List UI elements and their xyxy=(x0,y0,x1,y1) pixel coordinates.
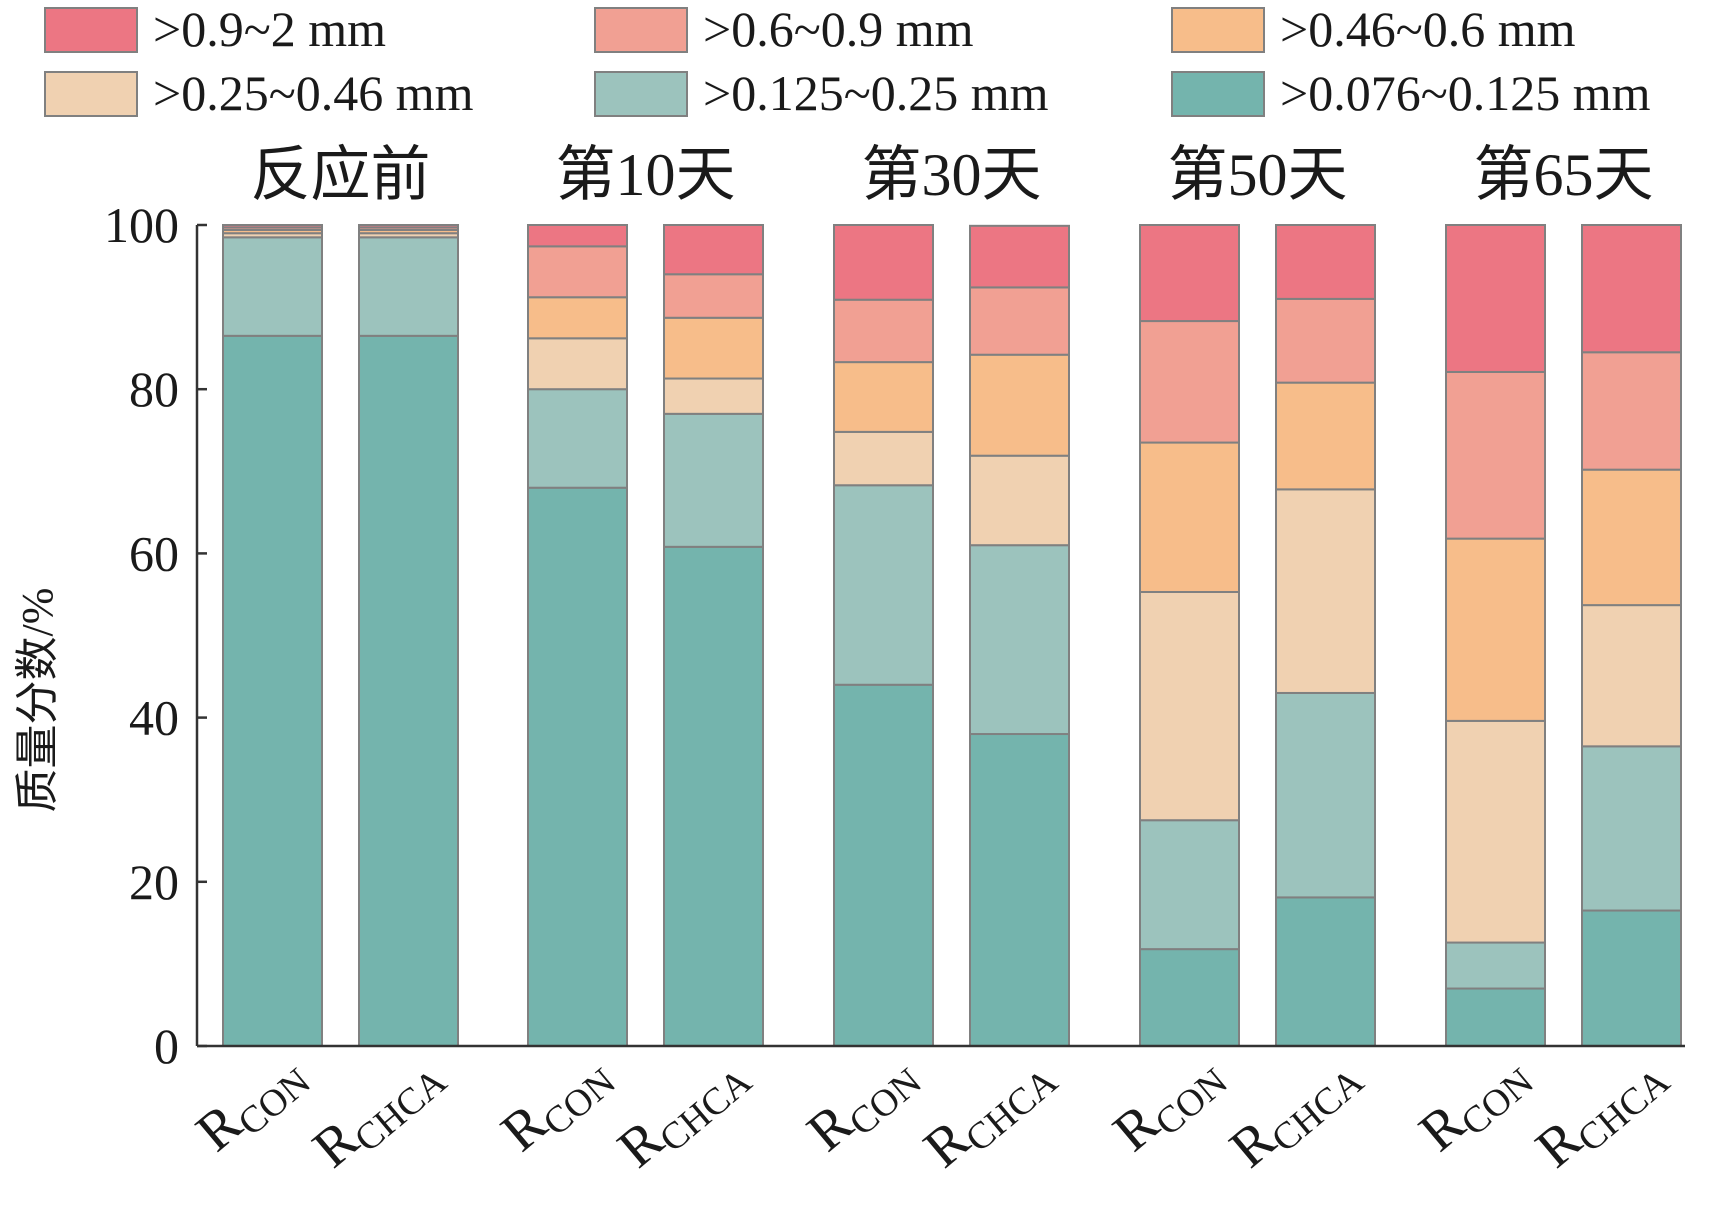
bar-segment xyxy=(833,484,934,686)
bar-segment xyxy=(1275,691,1376,899)
bar-segment xyxy=(833,361,934,433)
axes: 0 20 40 60 80 100 xyxy=(104,197,1685,1074)
legend-swatch xyxy=(1171,71,1265,117)
bar-segment xyxy=(969,224,1070,289)
group-label: 第50天 xyxy=(1168,142,1348,208)
bar-segment xyxy=(1445,941,1546,990)
bar-segment xyxy=(1445,987,1546,1048)
legend-swatch xyxy=(44,7,138,53)
legend-swatch xyxy=(44,71,138,117)
y-axis-label: 质量分数/% xyxy=(13,588,62,813)
bar-segment xyxy=(1139,441,1240,593)
bar-segment xyxy=(222,224,323,229)
legend-label: >0.9~2 mm xyxy=(153,1,386,57)
x-tick-label: RCON xyxy=(796,1040,930,1168)
bar-segment xyxy=(969,353,1070,457)
legend-swatch xyxy=(594,7,688,53)
bar-segment xyxy=(527,296,628,340)
bar-segment xyxy=(1445,224,1546,373)
bar-segment xyxy=(1275,297,1376,384)
bar-segment xyxy=(663,224,764,276)
x-tick-label: RCON xyxy=(1102,1040,1236,1168)
x-tick-label: RCHCA xyxy=(607,1040,761,1184)
bar-segment xyxy=(1139,224,1240,323)
bar-segment xyxy=(833,683,934,1047)
x-tick-label: RCON xyxy=(490,1040,624,1168)
x-tick-label: RCON xyxy=(1408,1040,1542,1168)
bar-segment xyxy=(1445,537,1546,722)
bar-segment xyxy=(358,224,459,229)
legend-label: >0.25~0.46 mm xyxy=(153,65,474,121)
bar-segment xyxy=(833,430,934,487)
bar-segment xyxy=(1139,320,1240,444)
y-tick-label: 20 xyxy=(129,854,179,910)
bar-segment xyxy=(1581,224,1682,354)
group-label: 第10天 xyxy=(556,142,736,208)
bar-segment xyxy=(1139,819,1240,951)
bar-segment xyxy=(1445,719,1546,944)
y-tick-label: 80 xyxy=(129,361,179,417)
bar-segment xyxy=(663,545,764,1047)
bar-segment xyxy=(1581,468,1682,607)
y-tick-label: 100 xyxy=(104,197,179,253)
bar-segment xyxy=(1139,948,1240,1048)
bar-segment xyxy=(1581,745,1682,912)
bar-segment xyxy=(969,286,1070,356)
bar-segment xyxy=(1581,909,1682,1047)
bar-segment xyxy=(222,236,323,337)
legend-label: >0.125~0.25 mm xyxy=(703,65,1049,121)
group-label: 第65天 xyxy=(1474,142,1654,208)
x-tick-label: RCON xyxy=(185,1040,319,1168)
group-label: 第30天 xyxy=(862,142,1042,208)
bar-segment xyxy=(222,334,323,1047)
bar-segment xyxy=(663,273,764,319)
bar-segment xyxy=(527,388,628,489)
bar-segment xyxy=(1581,351,1682,471)
bar-segment xyxy=(969,733,1070,1048)
x-tick-label: RCHCA xyxy=(913,1040,1067,1184)
x-tick-label: RCHCA xyxy=(302,1040,456,1184)
bar-segment xyxy=(1581,604,1682,748)
legend-label: >0.6~0.9 mm xyxy=(703,1,974,57)
legend-swatch xyxy=(594,71,688,117)
legend-label: >0.076~0.125 mm xyxy=(1280,65,1651,121)
bar-segment xyxy=(527,337,628,391)
bar-segment xyxy=(663,316,764,380)
bar-segment xyxy=(527,245,628,299)
bar-segment xyxy=(1275,381,1376,491)
y-tick-label: 60 xyxy=(129,525,179,581)
group-label: 反应前 xyxy=(251,142,431,208)
bar-segment xyxy=(358,236,459,337)
bar-segment xyxy=(1445,370,1546,540)
bar-segment xyxy=(833,224,934,301)
group-labels: 反应前 第10天 第30天 第50天 第65天 xyxy=(251,142,1654,208)
y-tick-label: 40 xyxy=(129,690,179,746)
bar-segment xyxy=(1275,896,1376,1047)
bar-segment xyxy=(527,224,628,248)
bar-segment xyxy=(833,298,934,364)
plot-area: 0 20 40 60 80 100 xyxy=(104,197,1685,1074)
bar-segment xyxy=(969,454,1070,547)
y-tick-label: 0 xyxy=(154,1018,179,1074)
legend-swatch xyxy=(1171,7,1265,53)
bar-segment xyxy=(358,334,459,1047)
bar-segment xyxy=(1275,224,1376,300)
bar-segment xyxy=(663,412,764,548)
x-tick-label: RCHCA xyxy=(1219,1040,1373,1184)
bar-segment xyxy=(1139,590,1240,822)
bars xyxy=(222,224,1682,1048)
bar-segment xyxy=(969,544,1070,736)
bar-segment xyxy=(1275,488,1376,694)
bar-segment xyxy=(663,377,764,415)
legend: >0.9~2 mm >0.6~0.9 mm >0.46~0.6 mm >0.25~0.… xyxy=(44,1,1651,121)
x-tick-label: RCHCA xyxy=(1525,1040,1679,1184)
legend-label: >0.46~0.6 mm xyxy=(1280,1,1576,57)
bar-segment xyxy=(527,486,628,1048)
